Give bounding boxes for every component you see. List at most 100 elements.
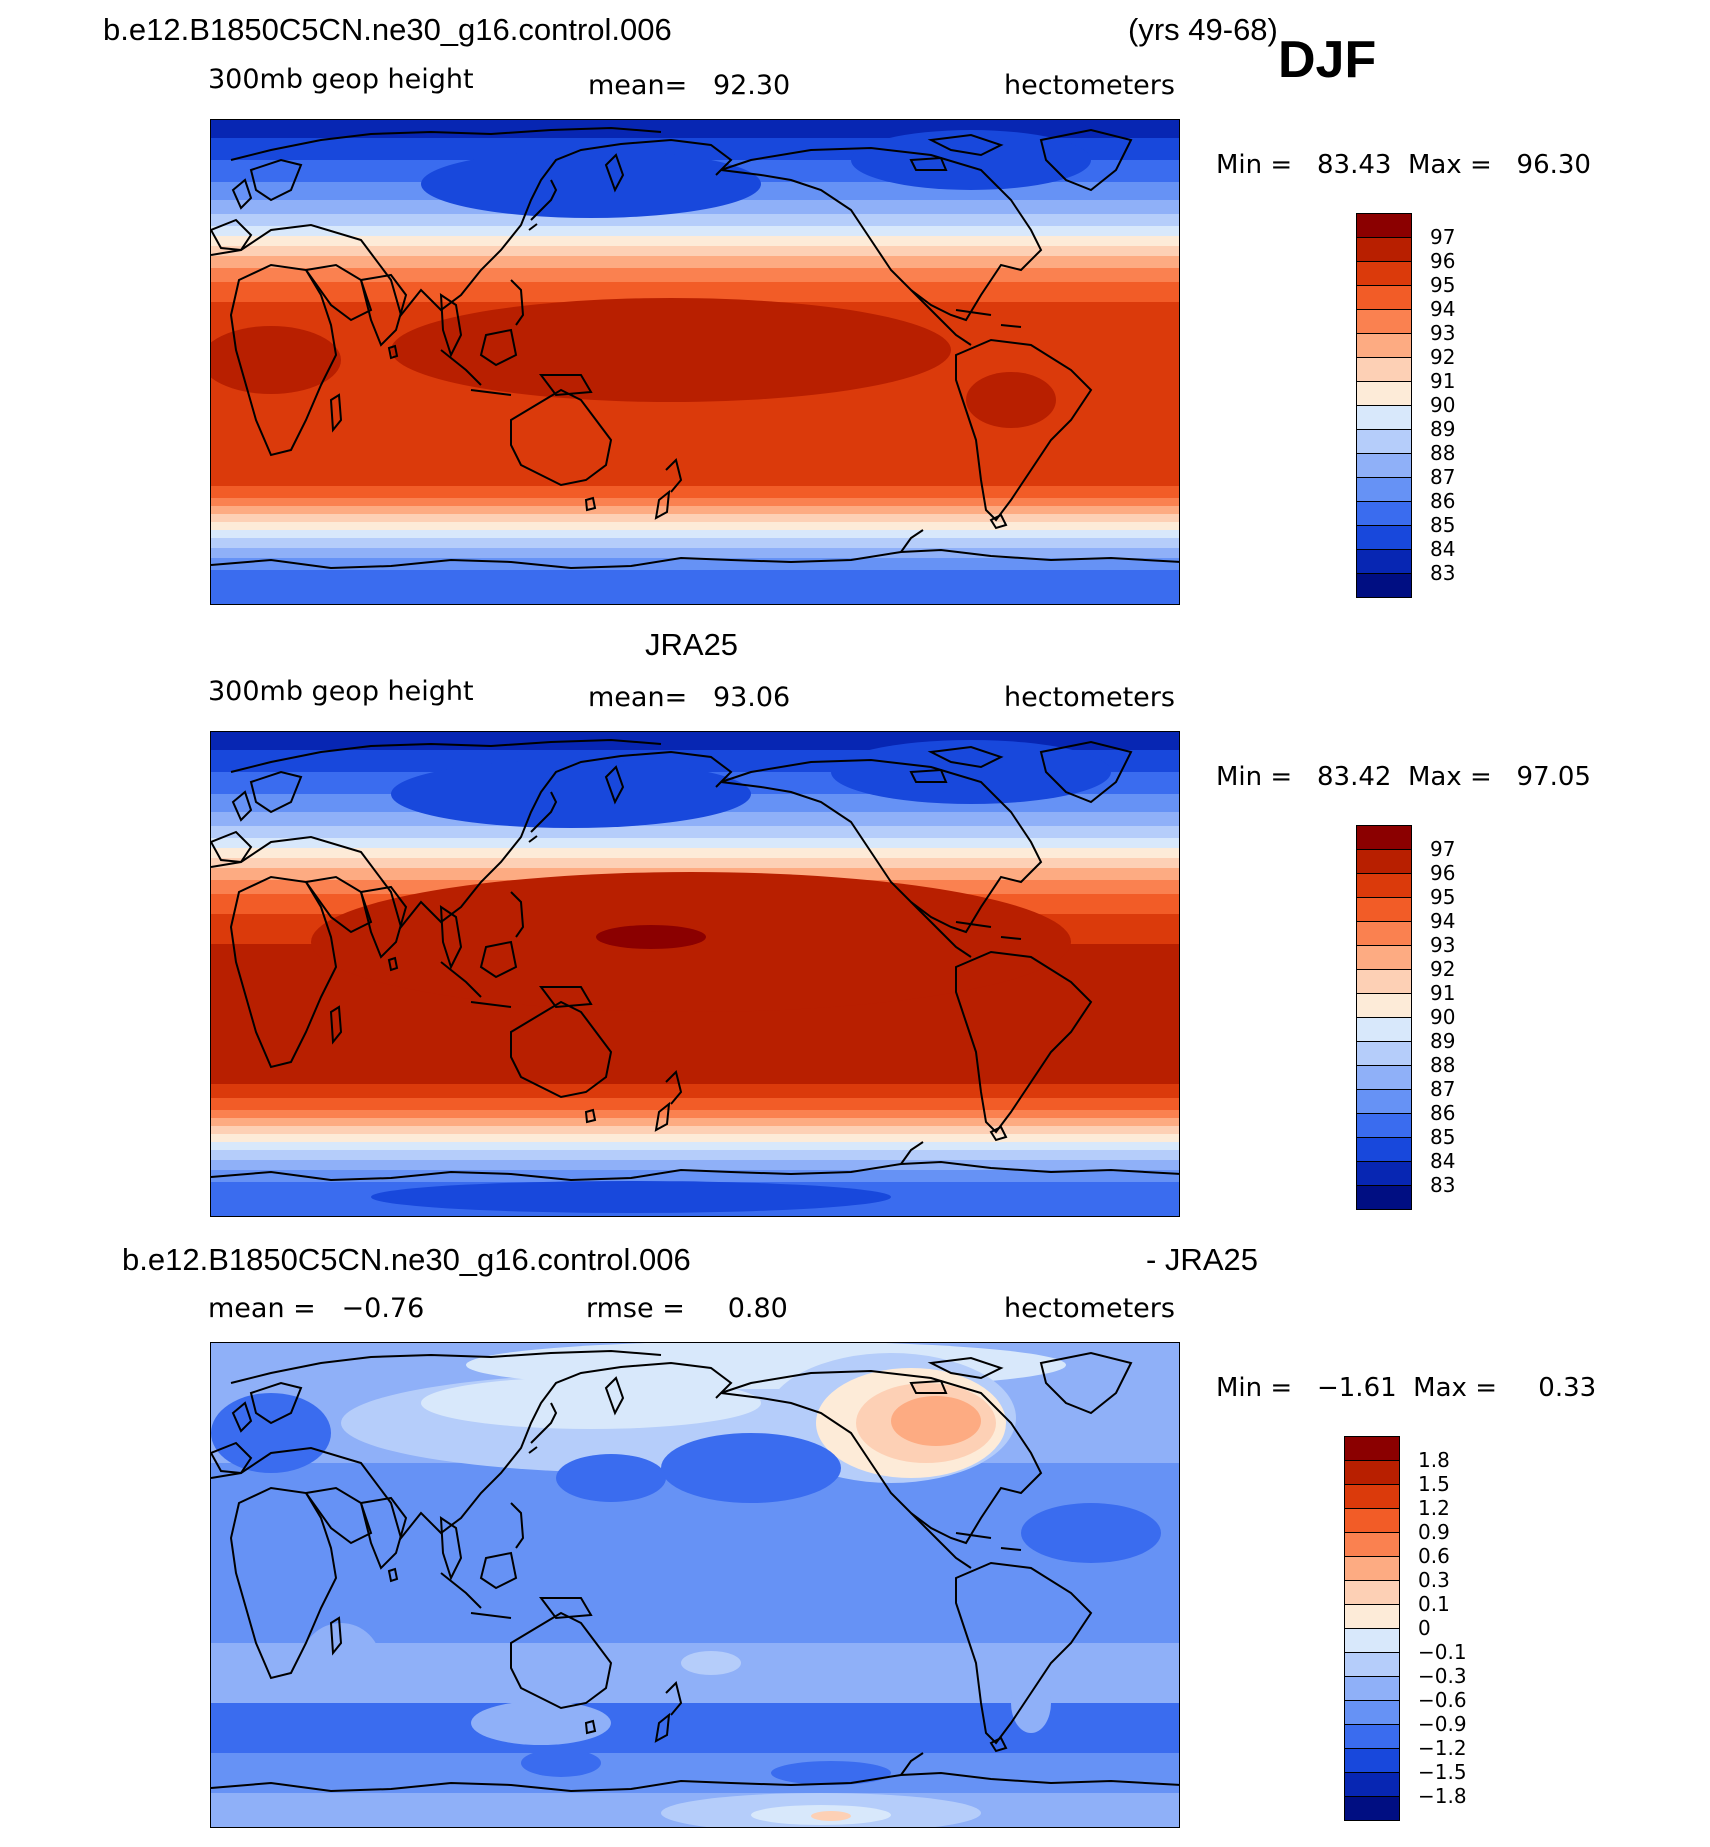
- coastline: [528, 791, 558, 843]
- colorbar-tick-label: −0.1: [1418, 1640, 1467, 1664]
- colorbar-swatch: [1356, 1017, 1412, 1042]
- colorbar-tick-label: 91: [1430, 369, 1456, 393]
- colorbar-tick-label: −0.3: [1418, 1664, 1467, 1688]
- coastline: [909, 1356, 1004, 1394]
- contour-blob: [556, 1454, 666, 1502]
- contour-band: [211, 522, 1179, 530]
- contour-blob: [891, 1396, 981, 1446]
- contour-blob: [301, 1623, 381, 1703]
- contour-band: [211, 268, 1179, 282]
- contour-band: [211, 486, 1179, 498]
- coastline: [604, 765, 625, 805]
- colorbar-tick-label: 86: [1430, 489, 1456, 513]
- colorbar-swatch: [1344, 1508, 1400, 1533]
- coastline: [720, 758, 1043, 934]
- coastline: [387, 1567, 399, 1583]
- colorbar-swatch: [1356, 945, 1412, 970]
- coastline: [479, 328, 518, 367]
- colorbar-tick-label: 93: [1430, 933, 1456, 957]
- coastline: [231, 1401, 253, 1433]
- colorbar-tick-label: 90: [1430, 1005, 1456, 1029]
- contour-band: [211, 1098, 1179, 1110]
- coastline: [654, 1681, 683, 1743]
- coastline: [211, 1160, 1179, 1182]
- contour-band: [211, 282, 1179, 302]
- colorbar-swatch: [1356, 849, 1412, 874]
- colorbar-tick-label: 95: [1430, 885, 1456, 909]
- colorbar-swatch: [1356, 453, 1412, 478]
- colorbar-swatch: [1356, 573, 1412, 598]
- panel1-variable: 300mb geop height: [208, 64, 474, 95]
- colorbar-swatch: [1356, 237, 1412, 262]
- colorbar-swatch: [1356, 897, 1412, 922]
- contour-blob: [521, 1749, 601, 1777]
- contour-band: [211, 570, 1179, 584]
- coastline: [329, 393, 343, 433]
- map-panel-obs: [210, 731, 1180, 1217]
- contour-blob: [966, 372, 1056, 428]
- colorbar-tick-label: 83: [1430, 1173, 1456, 1197]
- colorbar-swatch: [1356, 1065, 1412, 1090]
- colorbar-tick-label: 88: [1430, 441, 1456, 465]
- panel1-mean: mean= 92.30: [588, 70, 791, 101]
- contour-blob: [1021, 1503, 1161, 1563]
- coastline: [439, 905, 463, 970]
- colorbar-tick-label: 1.2: [1418, 1496, 1450, 1520]
- coastline: [211, 1361, 733, 1541]
- contour-band: [211, 1110, 1179, 1118]
- colorbar-tick-label: 94: [1430, 297, 1456, 321]
- coastline: [230, 738, 662, 773]
- contour-blob: [771, 1761, 891, 1785]
- coastline: [909, 745, 1004, 783]
- colorbar-tick-label: 0.1: [1418, 1592, 1450, 1616]
- contour-band: [211, 1150, 1179, 1160]
- colorbar-swatch: [1356, 549, 1412, 574]
- colorbar-tick-label: 89: [1430, 417, 1456, 441]
- coastline: [539, 986, 593, 1009]
- coastline: [329, 1005, 343, 1045]
- colorbar-swatch: [1356, 477, 1412, 502]
- coastline: [440, 349, 512, 396]
- coastline: [900, 1752, 924, 1776]
- contour-band: [211, 826, 1179, 838]
- colorbar-tick-label: 84: [1430, 1149, 1456, 1173]
- panel2-mean: mean= 93.06: [588, 682, 791, 713]
- colorbar-tick-label: 0: [1418, 1616, 1431, 1640]
- colorbar-swatch: [1356, 993, 1412, 1018]
- coastline: [439, 1516, 463, 1581]
- colorbar-swatch: [1356, 1161, 1412, 1186]
- contour-blob: [421, 150, 761, 218]
- coastline: [539, 374, 593, 397]
- colorbar-tick-label: 91: [1430, 981, 1456, 1005]
- coastline: [211, 1441, 253, 1475]
- colorbar-tick-label: 89: [1430, 1029, 1456, 1053]
- contour-band: [211, 1084, 1179, 1098]
- map-svg-obs: [211, 732, 1179, 1216]
- colorbar-swatch: [1356, 1185, 1412, 1210]
- contour-band: [211, 498, 1179, 506]
- contour-blob: [811, 1811, 851, 1821]
- contour-band: [211, 514, 1179, 522]
- colorbar-tick-label: 92: [1430, 957, 1456, 981]
- coastline: [900, 529, 924, 553]
- colorbar-tick-label: 94: [1430, 909, 1456, 933]
- contour-band: [211, 472, 1179, 486]
- colorbar-swatch: [1344, 1556, 1400, 1581]
- colorbar-swatch: [1344, 1484, 1400, 1509]
- colorbar-swatch: [1344, 1676, 1400, 1701]
- coastline: [604, 153, 625, 193]
- coastline: [231, 178, 253, 210]
- colorbar-swatch: [1344, 1460, 1400, 1485]
- colorbar-swatch: [1356, 333, 1412, 358]
- contour-band: [211, 226, 1179, 236]
- colorbar-tick-label: 97: [1430, 837, 1456, 861]
- coastline: [584, 496, 597, 512]
- panel2-minmax: Min = 83.42 Max = 97.05: [1216, 762, 1591, 792]
- colorbar-tick-label: 96: [1430, 861, 1456, 885]
- colorbar-swatch: [1356, 357, 1412, 382]
- colorbar-tick-label: 90: [1430, 393, 1456, 417]
- coastline: [910, 1512, 972, 1569]
- contour-band: [211, 1753, 1179, 1793]
- contour-band: [211, 214, 1179, 226]
- colorbar-tick-label: 88: [1430, 1053, 1456, 1077]
